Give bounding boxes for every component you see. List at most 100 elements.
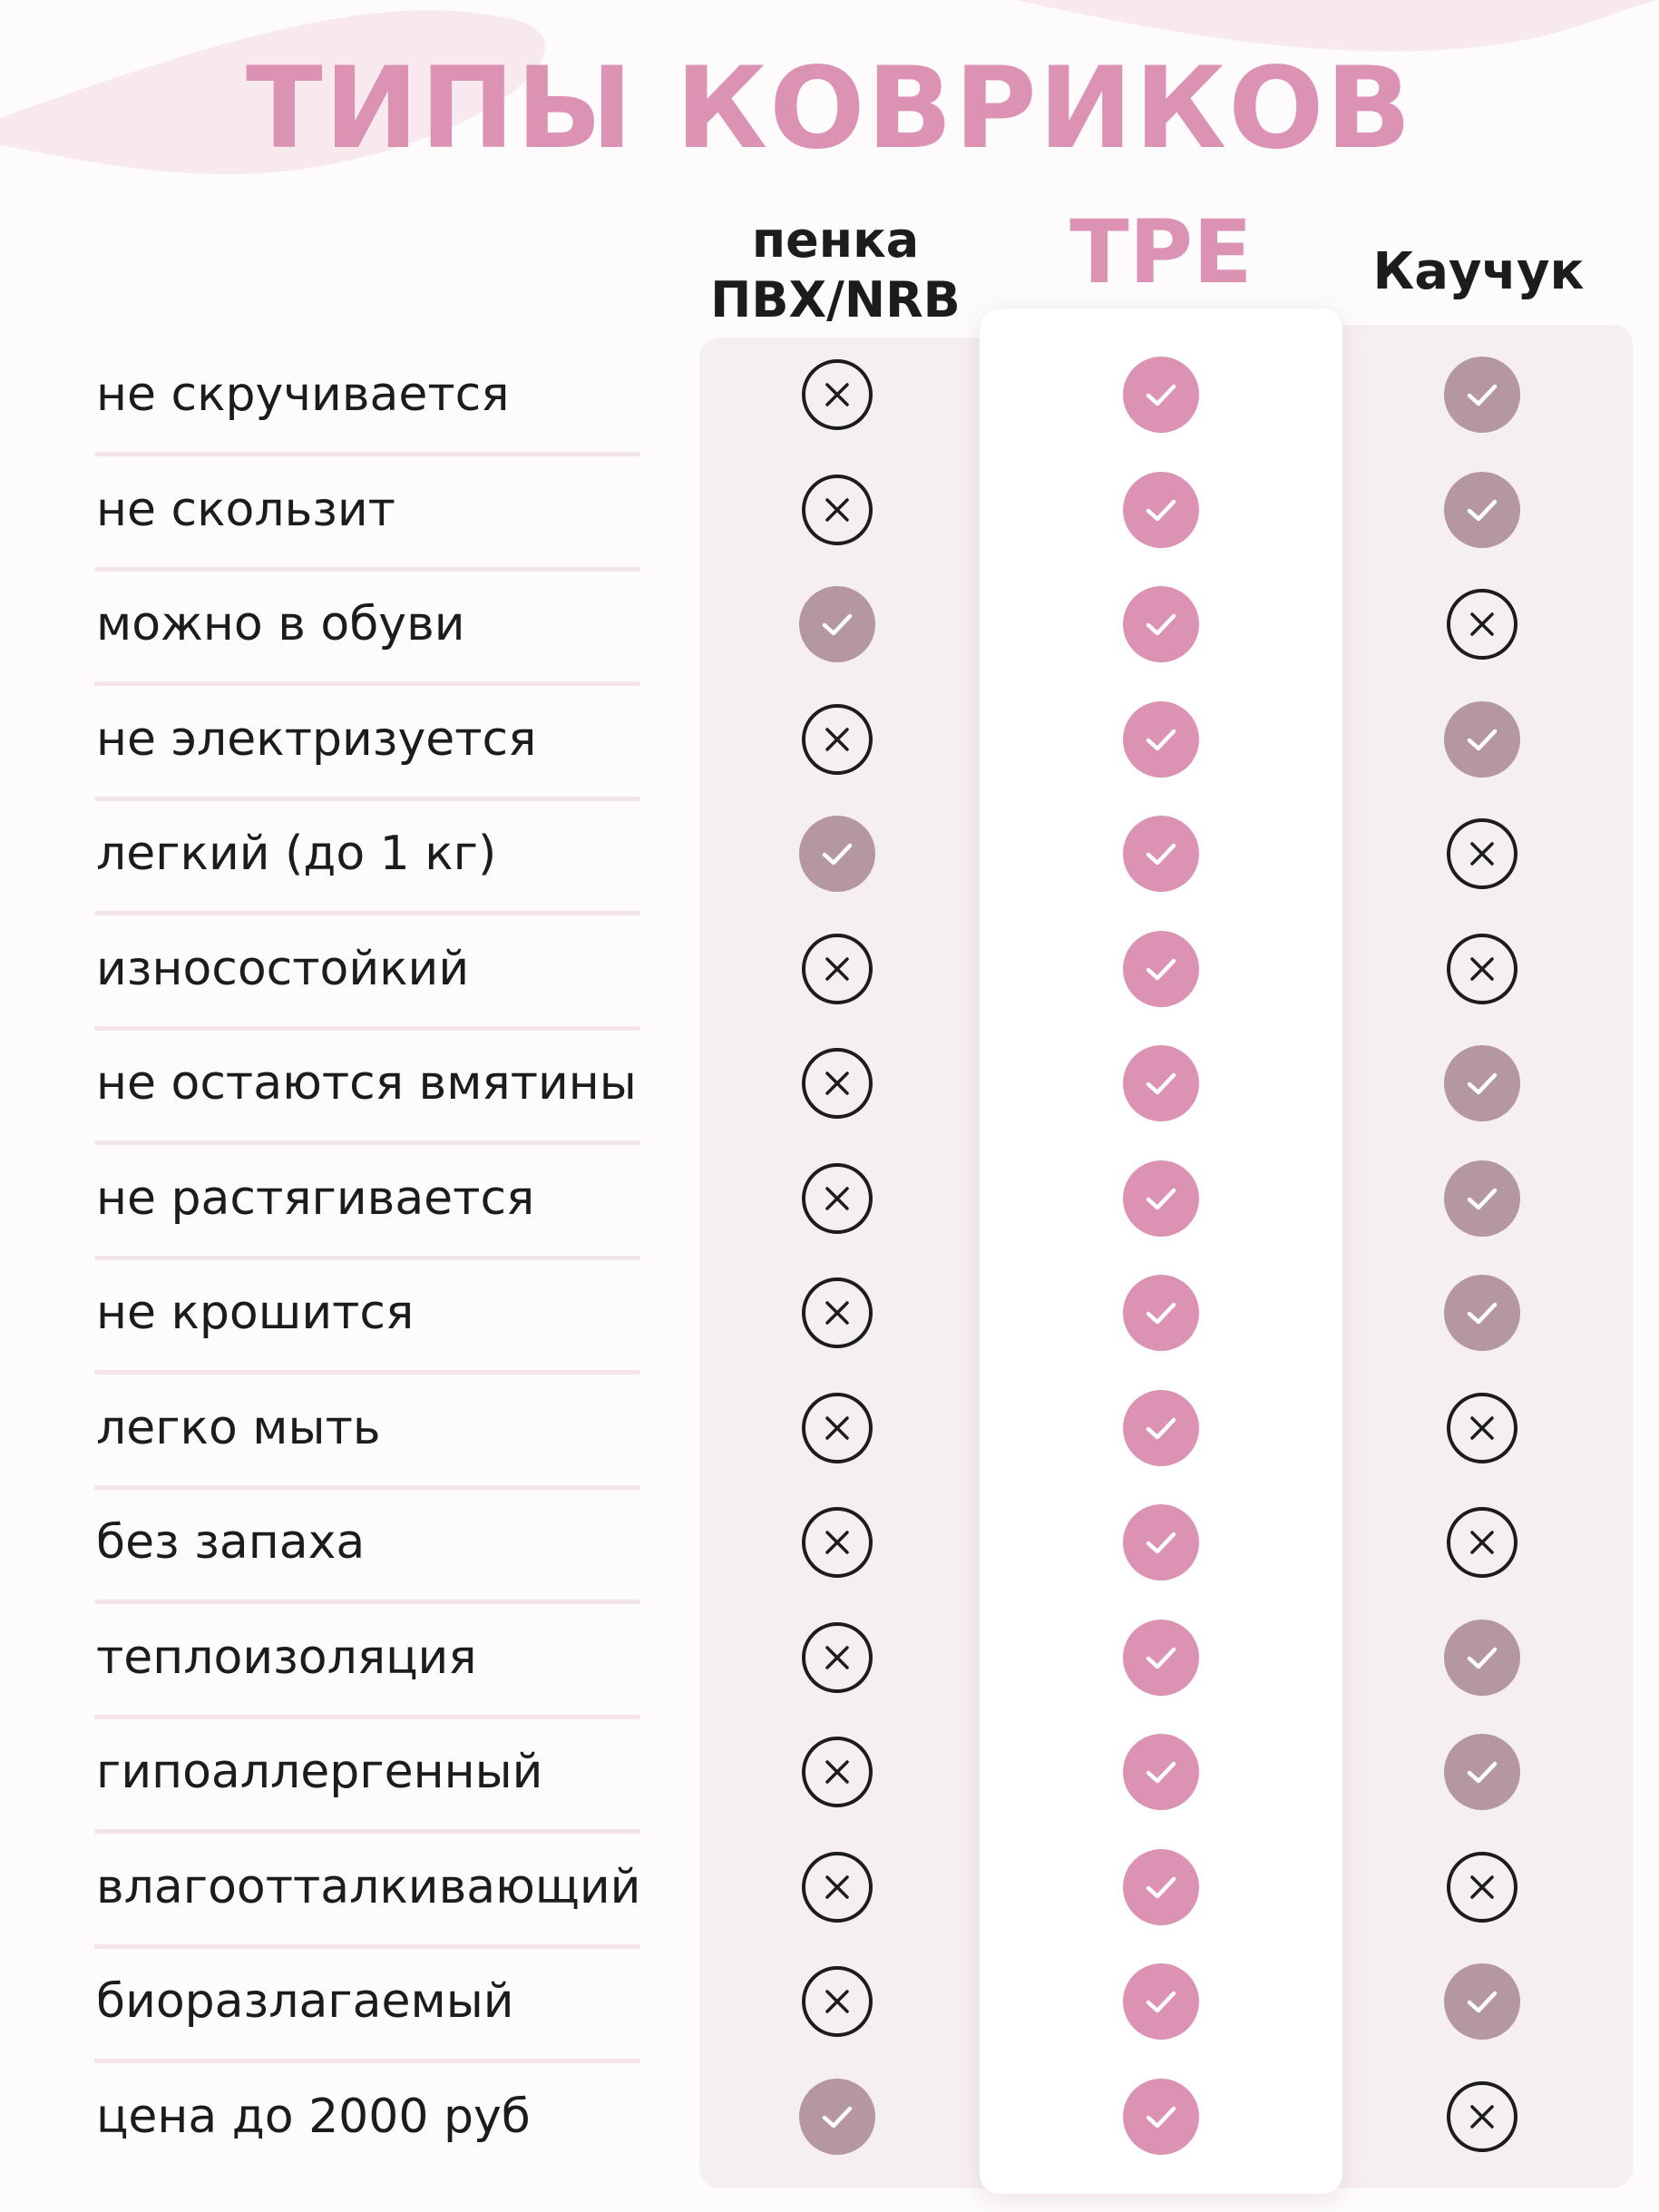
table-row: не крошится: [0, 1260, 1659, 1375]
row-label: гипоаллергенный: [96, 1745, 543, 1799]
cross-icon-pvc: [802, 1851, 873, 1923]
cross-icon-rubber: [1447, 1507, 1517, 1578]
row-divider: [94, 2059, 640, 2063]
check-icon-tpe: [1123, 930, 1199, 1007]
table-row: не электризуется: [0, 687, 1659, 802]
cross-icon-rubber: [1447, 589, 1517, 660]
cross-icon-pvc: [802, 359, 873, 430]
table-row: не скручивается: [0, 342, 1659, 457]
row-divider: [94, 1600, 640, 1604]
cross-icon-rubber: [1447, 1392, 1517, 1463]
table-row: теплоизоляция: [0, 1605, 1659, 1720]
check-icon-rubber: [1444, 471, 1520, 548]
row-label: можно в обуви: [96, 597, 465, 651]
check-icon-rubber: [1444, 1045, 1520, 1121]
check-icon-pvc: [799, 816, 875, 892]
row-divider: [94, 1025, 640, 1031]
row-divider: [94, 911, 640, 915]
table-row: легко мыть: [0, 1375, 1659, 1491]
row-label: влагоотталкивающий: [96, 1859, 641, 1914]
check-icon-rubber: [1444, 1734, 1520, 1810]
cross-icon-pvc: [802, 1621, 873, 1693]
cross-icon-pvc: [802, 1277, 873, 1348]
table-row: гипоаллергенный: [0, 1719, 1659, 1835]
cross-icon-pvc: [802, 933, 873, 1004]
row-label: не скользит: [96, 482, 395, 537]
check-icon-tpe: [1123, 700, 1199, 778]
cross-icon-pvc: [802, 1966, 873, 2037]
check-icon-rubber: [1444, 357, 1520, 433]
row-label: не скручивается: [96, 367, 510, 422]
table-row: можно в обуви: [0, 572, 1659, 687]
check-icon-tpe: [1123, 1389, 1199, 1466]
row-divider: [94, 681, 640, 686]
check-icon-tpe: [1123, 1734, 1199, 1810]
cross-icon-pvc: [802, 1737, 873, 1807]
table-row: не скользит: [0, 457, 1659, 573]
check-icon-tpe: [1123, 1160, 1199, 1237]
table-row: легкий (до 1 кг): [0, 801, 1659, 916]
column-header-tpe: TPE: [1069, 201, 1253, 303]
comparison-table: не скручивается не скользит можно в обуви н…: [0, 342, 1659, 2178]
check-icon-tpe: [1123, 357, 1199, 433]
check-icon-rubber: [1444, 1275, 1520, 1351]
decorative-swoosh: [0, 0, 1659, 175]
row-label: износостойкий: [96, 941, 470, 996]
check-icon-pvc: [799, 586, 875, 662]
row-label: не электризуется: [96, 711, 537, 767]
row-divider: [94, 1140, 640, 1145]
cross-icon-rubber: [1447, 1851, 1517, 1923]
table-row: без запаха: [0, 1490, 1659, 1605]
column-header-pvc-line2: ПВХ/NRB: [710, 270, 961, 328]
table-row: цена до 2000 руб: [0, 2064, 1659, 2179]
check-icon-tpe: [1123, 1619, 1199, 1696]
check-icon-tpe: [1123, 586, 1199, 662]
row-label: не растягивается: [96, 1170, 535, 1226]
cross-icon-pvc: [802, 1507, 873, 1578]
cross-icon-pvc: [802, 1392, 873, 1463]
check-icon-rubber: [1444, 1160, 1520, 1237]
column-header-pvc-line1: пенка: [751, 211, 920, 269]
table-row: влагоотталкивающий: [0, 1835, 1659, 1950]
row-label: не крошится: [96, 1286, 415, 1340]
row-divider: [94, 452, 640, 456]
table-row: не растягивается: [0, 1146, 1659, 1261]
row-divider: [94, 1943, 640, 1949]
row-divider: [94, 566, 640, 572]
check-icon-rubber: [1444, 1963, 1520, 2040]
cross-icon-pvc: [802, 703, 873, 775]
cross-icon-pvc: [802, 1162, 873, 1234]
table-row: биоразлагаемый: [0, 1949, 1659, 2064]
check-icon-tpe: [1123, 1504, 1199, 1581]
row-label: теплоизоляция: [96, 1630, 477, 1685]
row-label: легко мыть: [96, 1400, 381, 1455]
cross-icon-pvc: [802, 1048, 873, 1119]
check-icon-tpe: [1123, 816, 1199, 892]
check-icon-tpe: [1123, 1963, 1199, 2040]
row-label: биоразлагаемый: [96, 1974, 514, 2029]
table-row: износостойкий: [0, 916, 1659, 1032]
column-header-rubber: Каучук: [1372, 242, 1585, 301]
row-label: без запаха: [96, 1515, 366, 1570]
cross-icon-rubber: [1447, 933, 1517, 1004]
check-icon-pvc: [799, 2078, 875, 2155]
row-divider: [94, 1255, 640, 1260]
check-icon-rubber: [1444, 700, 1520, 778]
cross-icon-rubber: [1447, 818, 1517, 889]
check-icon-rubber: [1444, 1619, 1520, 1696]
row-divider: [94, 1370, 640, 1375]
page-title: ТИПЫ КОВРИКОВ: [245, 44, 1413, 174]
check-icon-tpe: [1123, 1275, 1199, 1351]
check-icon-tpe: [1123, 1045, 1199, 1121]
column-header-pvc: пенка ПВХ/NRB: [699, 210, 971, 330]
cross-icon-pvc: [802, 474, 873, 545]
row-divider: [94, 796, 640, 801]
row-divider: [94, 1714, 640, 1719]
row-divider: [94, 1484, 640, 1490]
check-icon-tpe: [1123, 471, 1199, 548]
row-divider: [94, 1829, 640, 1834]
cross-icon-rubber: [1447, 2080, 1517, 2152]
check-icon-tpe: [1123, 2078, 1199, 2155]
check-icon-tpe: [1123, 1848, 1199, 1925]
row-label: цена до 2000 руб: [96, 2089, 531, 2144]
